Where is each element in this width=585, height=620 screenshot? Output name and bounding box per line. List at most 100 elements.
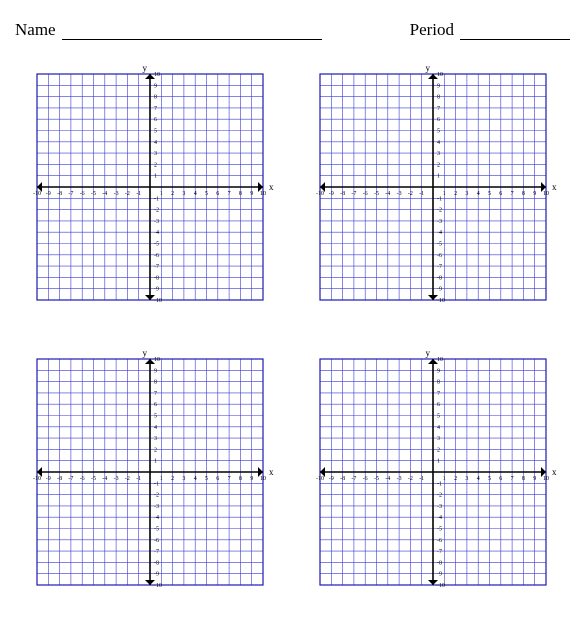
svg-text:7: 7 xyxy=(154,106,157,112)
svg-text:1: 1 xyxy=(154,459,157,465)
svg-text:-1: -1 xyxy=(419,476,424,482)
svg-text:x: x xyxy=(552,467,557,477)
worksheet-page: Name Period -10-9-8-7-6-5-4-3-2-11234567… xyxy=(0,0,585,620)
svg-text:-7: -7 xyxy=(154,264,159,270)
coordinate-grid-3: -10-9-8-7-6-5-4-3-2-112345678910-10-9-8-… xyxy=(25,347,275,597)
svg-text:5: 5 xyxy=(205,476,208,482)
svg-text:6: 6 xyxy=(499,191,502,197)
svg-text:-6: -6 xyxy=(154,253,159,259)
svg-text:-6: -6 xyxy=(437,253,442,259)
svg-text:-1: -1 xyxy=(437,481,442,487)
svg-text:-3: -3 xyxy=(437,219,442,225)
svg-text:9: 9 xyxy=(154,368,157,374)
svg-text:6: 6 xyxy=(154,402,157,408)
name-underline[interactable] xyxy=(62,22,322,40)
svg-text:9: 9 xyxy=(437,83,440,89)
svg-text:7: 7 xyxy=(437,391,440,397)
svg-text:-3: -3 xyxy=(154,504,159,510)
svg-text:x: x xyxy=(269,182,274,192)
svg-text:-10: -10 xyxy=(154,298,162,304)
svg-text:-6: -6 xyxy=(362,191,367,197)
svg-text:9: 9 xyxy=(250,476,253,482)
svg-text:-7: -7 xyxy=(351,191,356,197)
svg-text:9: 9 xyxy=(250,191,253,197)
svg-text:-8: -8 xyxy=(437,560,442,566)
svg-text:2: 2 xyxy=(437,162,440,168)
svg-text:3: 3 xyxy=(154,151,157,157)
svg-text:-7: -7 xyxy=(154,549,159,555)
svg-text:1: 1 xyxy=(154,174,157,180)
svg-text:8: 8 xyxy=(437,380,440,386)
svg-text:x: x xyxy=(552,182,557,192)
svg-text:1: 1 xyxy=(442,476,445,482)
svg-text:-10: -10 xyxy=(316,191,324,197)
svg-text:8: 8 xyxy=(437,95,440,101)
svg-text:-10: -10 xyxy=(316,476,324,482)
svg-text:7: 7 xyxy=(228,191,231,197)
svg-text:-9: -9 xyxy=(437,287,442,293)
svg-text:6: 6 xyxy=(437,402,440,408)
svg-text:4: 4 xyxy=(194,191,197,197)
svg-text:10: 10 xyxy=(543,476,549,482)
svg-text:7: 7 xyxy=(510,476,513,482)
svg-text:y: y xyxy=(143,348,148,358)
name-field[interactable]: Name xyxy=(15,20,322,40)
svg-text:-2: -2 xyxy=(154,208,159,214)
svg-text:7: 7 xyxy=(154,391,157,397)
svg-text:6: 6 xyxy=(154,117,157,123)
svg-text:10: 10 xyxy=(543,191,549,197)
svg-text:-5: -5 xyxy=(154,242,159,248)
svg-text:9: 9 xyxy=(154,83,157,89)
svg-text:-4: -4 xyxy=(154,515,159,521)
svg-text:4: 4 xyxy=(437,425,440,431)
svg-text:-1: -1 xyxy=(136,476,141,482)
svg-text:-6: -6 xyxy=(362,476,367,482)
period-field[interactable]: Period xyxy=(410,20,570,40)
svg-text:-3: -3 xyxy=(114,191,119,197)
svg-text:-5: -5 xyxy=(154,527,159,533)
grids-container: -10-9-8-7-6-5-4-3-2-112345678910-10-9-8-… xyxy=(15,62,570,597)
coordinate-grid-1: -10-9-8-7-6-5-4-3-2-112345678910-10-9-8-… xyxy=(25,62,275,312)
svg-text:-9: -9 xyxy=(46,191,51,197)
svg-text:y: y xyxy=(425,348,430,358)
svg-text:y: y xyxy=(143,63,148,73)
svg-text:-5: -5 xyxy=(437,527,442,533)
svg-text:-9: -9 xyxy=(154,287,159,293)
svg-text:1: 1 xyxy=(160,476,163,482)
svg-text:-5: -5 xyxy=(374,476,379,482)
svg-text:4: 4 xyxy=(154,140,157,146)
svg-text:-10: -10 xyxy=(154,583,162,589)
period-underline[interactable] xyxy=(460,22,570,40)
svg-text:2: 2 xyxy=(454,476,457,482)
svg-text:-4: -4 xyxy=(385,191,390,197)
svg-text:4: 4 xyxy=(437,140,440,146)
svg-text:2: 2 xyxy=(171,191,174,197)
svg-text:-5: -5 xyxy=(91,476,96,482)
svg-text:-7: -7 xyxy=(437,264,442,270)
svg-text:8: 8 xyxy=(521,191,524,197)
svg-text:6: 6 xyxy=(216,476,219,482)
svg-text:5: 5 xyxy=(437,129,440,135)
svg-text:-5: -5 xyxy=(374,191,379,197)
svg-text:-10: -10 xyxy=(33,191,41,197)
svg-text:-2: -2 xyxy=(407,191,412,197)
svg-text:y: y xyxy=(425,63,430,73)
svg-text:-10: -10 xyxy=(437,583,445,589)
svg-text:-2: -2 xyxy=(407,476,412,482)
svg-text:-1: -1 xyxy=(419,191,424,197)
svg-text:x: x xyxy=(269,467,274,477)
svg-text:2: 2 xyxy=(171,476,174,482)
svg-text:-8: -8 xyxy=(154,275,159,281)
svg-text:10: 10 xyxy=(437,72,443,78)
svg-text:-3: -3 xyxy=(396,476,401,482)
name-label: Name xyxy=(15,20,56,40)
svg-text:-4: -4 xyxy=(102,191,107,197)
svg-text:10: 10 xyxy=(260,476,266,482)
svg-text:-7: -7 xyxy=(351,476,356,482)
svg-text:1: 1 xyxy=(442,191,445,197)
svg-text:-2: -2 xyxy=(154,493,159,499)
svg-text:3: 3 xyxy=(437,436,440,442)
svg-text:-4: -4 xyxy=(102,476,107,482)
svg-text:10: 10 xyxy=(154,72,160,78)
svg-text:7: 7 xyxy=(437,106,440,112)
